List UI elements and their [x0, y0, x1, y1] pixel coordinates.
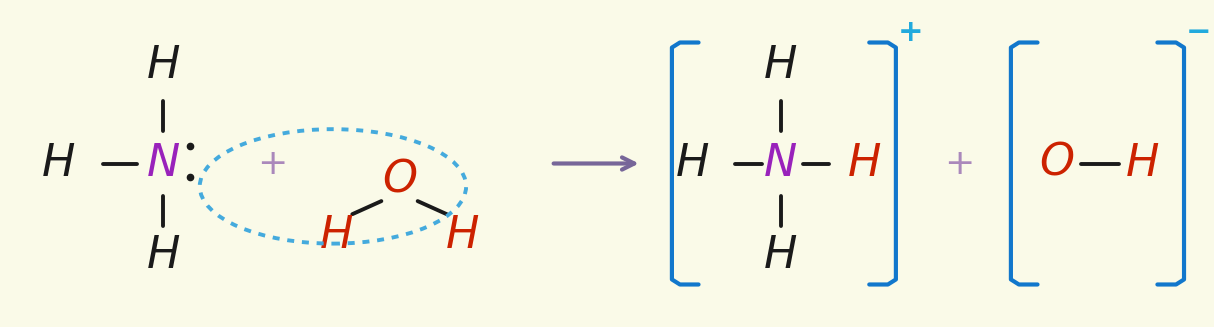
Text: O: O — [1039, 142, 1074, 185]
Text: H: H — [1127, 142, 1159, 185]
Text: H: H — [319, 214, 353, 257]
Text: N: N — [147, 142, 180, 185]
Text: H: H — [764, 44, 798, 87]
Text: H: H — [676, 142, 709, 185]
Text: +: + — [257, 146, 288, 181]
Text: H: H — [847, 142, 881, 185]
Text: +: + — [897, 18, 923, 47]
Text: −: − — [1186, 18, 1212, 47]
Text: +: + — [943, 146, 974, 181]
Text: H: H — [147, 44, 180, 87]
Text: H: H — [147, 233, 180, 277]
Text: H: H — [41, 142, 75, 185]
Text: O: O — [382, 158, 418, 201]
Text: H: H — [764, 233, 798, 277]
Text: H: H — [446, 214, 480, 257]
Text: N: N — [765, 142, 798, 185]
